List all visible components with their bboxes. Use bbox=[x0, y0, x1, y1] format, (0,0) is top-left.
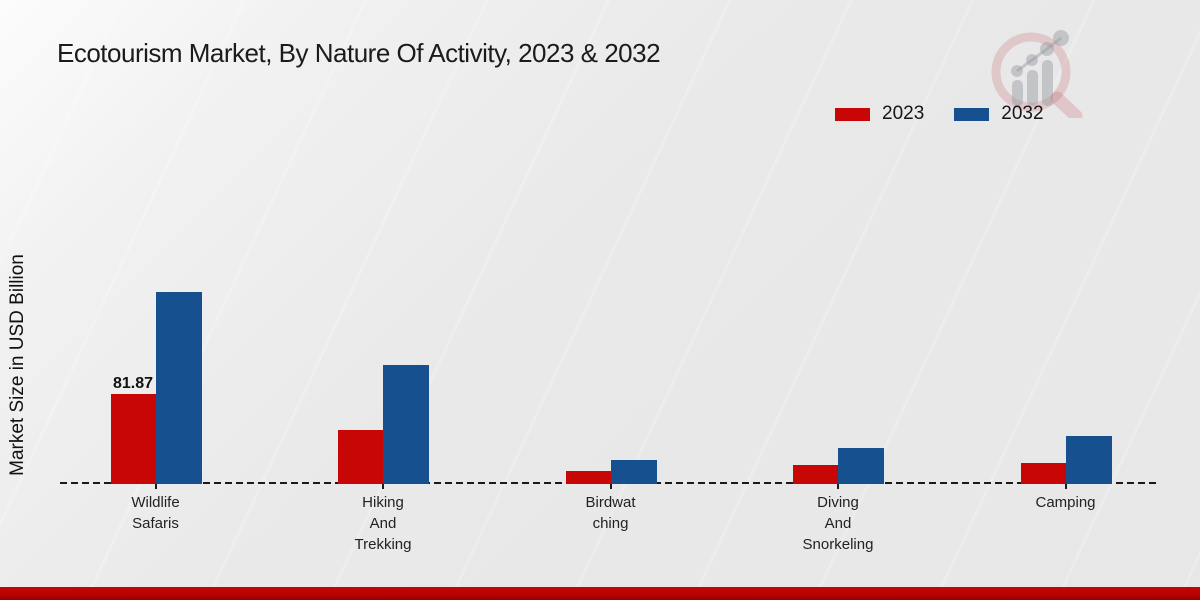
chart-title: Ecotourism Market, By Nature Of Activity… bbox=[57, 38, 661, 68]
legend-swatch-icon bbox=[835, 107, 870, 121]
legend-item-2023[interactable]: 2023 bbox=[835, 103, 924, 125]
x-axis-category-label: Birdwat ching bbox=[585, 494, 636, 532]
bar-2032-camping[interactable] bbox=[1065, 436, 1112, 484]
legend-item-2032[interactable]: 2032 bbox=[954, 103, 1044, 125]
bar-2032-birdwatching[interactable] bbox=[610, 460, 657, 484]
x-axis-tick bbox=[154, 484, 157, 489]
bar-2023-camping[interactable] bbox=[1020, 463, 1066, 484]
legend: 2023 2032 bbox=[835, 103, 1044, 125]
bar-2032-wildlife-safaris[interactable] bbox=[155, 292, 202, 484]
x-axis-tick bbox=[609, 484, 612, 489]
legend-label: 2032 bbox=[1001, 103, 1044, 124]
bar-2032-diving-and-snorkeling[interactable] bbox=[838, 448, 884, 484]
bar-2023-birdwatching[interactable] bbox=[565, 471, 611, 484]
bar-2023-wildlife-safaris[interactable] bbox=[110, 394, 156, 484]
footer-accent-bar bbox=[0, 587, 1200, 600]
x-axis-tick bbox=[1064, 484, 1067, 489]
bar-2032-hiking-and-trekking[interactable] bbox=[383, 365, 429, 484]
y-axis-label: Market Size in USD Billion bbox=[7, 254, 28, 476]
magnifier-handle-icon bbox=[1050, 91, 1083, 118]
x-axis-category-label: Hiking And Trekking bbox=[354, 494, 412, 553]
magnifier-growth-logo bbox=[991, 30, 1083, 118]
bar-value-label: 81.87 bbox=[112, 375, 154, 392]
growth-bars-icon bbox=[1011, 30, 1069, 106]
x-axis-category-label: Camping bbox=[1035, 494, 1096, 511]
x-axis-category-label: Wildlife Safaris bbox=[131, 494, 180, 532]
x-axis-tick bbox=[837, 484, 839, 489]
bar-2023-hiking-and-trekking[interactable] bbox=[338, 430, 383, 484]
legend-swatch-icon bbox=[954, 107, 990, 121]
legend-label: 2023 bbox=[882, 103, 925, 124]
x-axis-tick bbox=[382, 484, 384, 489]
bar-2023-diving-and-snorkeling[interactable] bbox=[793, 465, 838, 484]
x-axis-category-label: Diving And Snorkeling bbox=[802, 494, 874, 553]
magnifier-lens-icon bbox=[991, 32, 1071, 112]
